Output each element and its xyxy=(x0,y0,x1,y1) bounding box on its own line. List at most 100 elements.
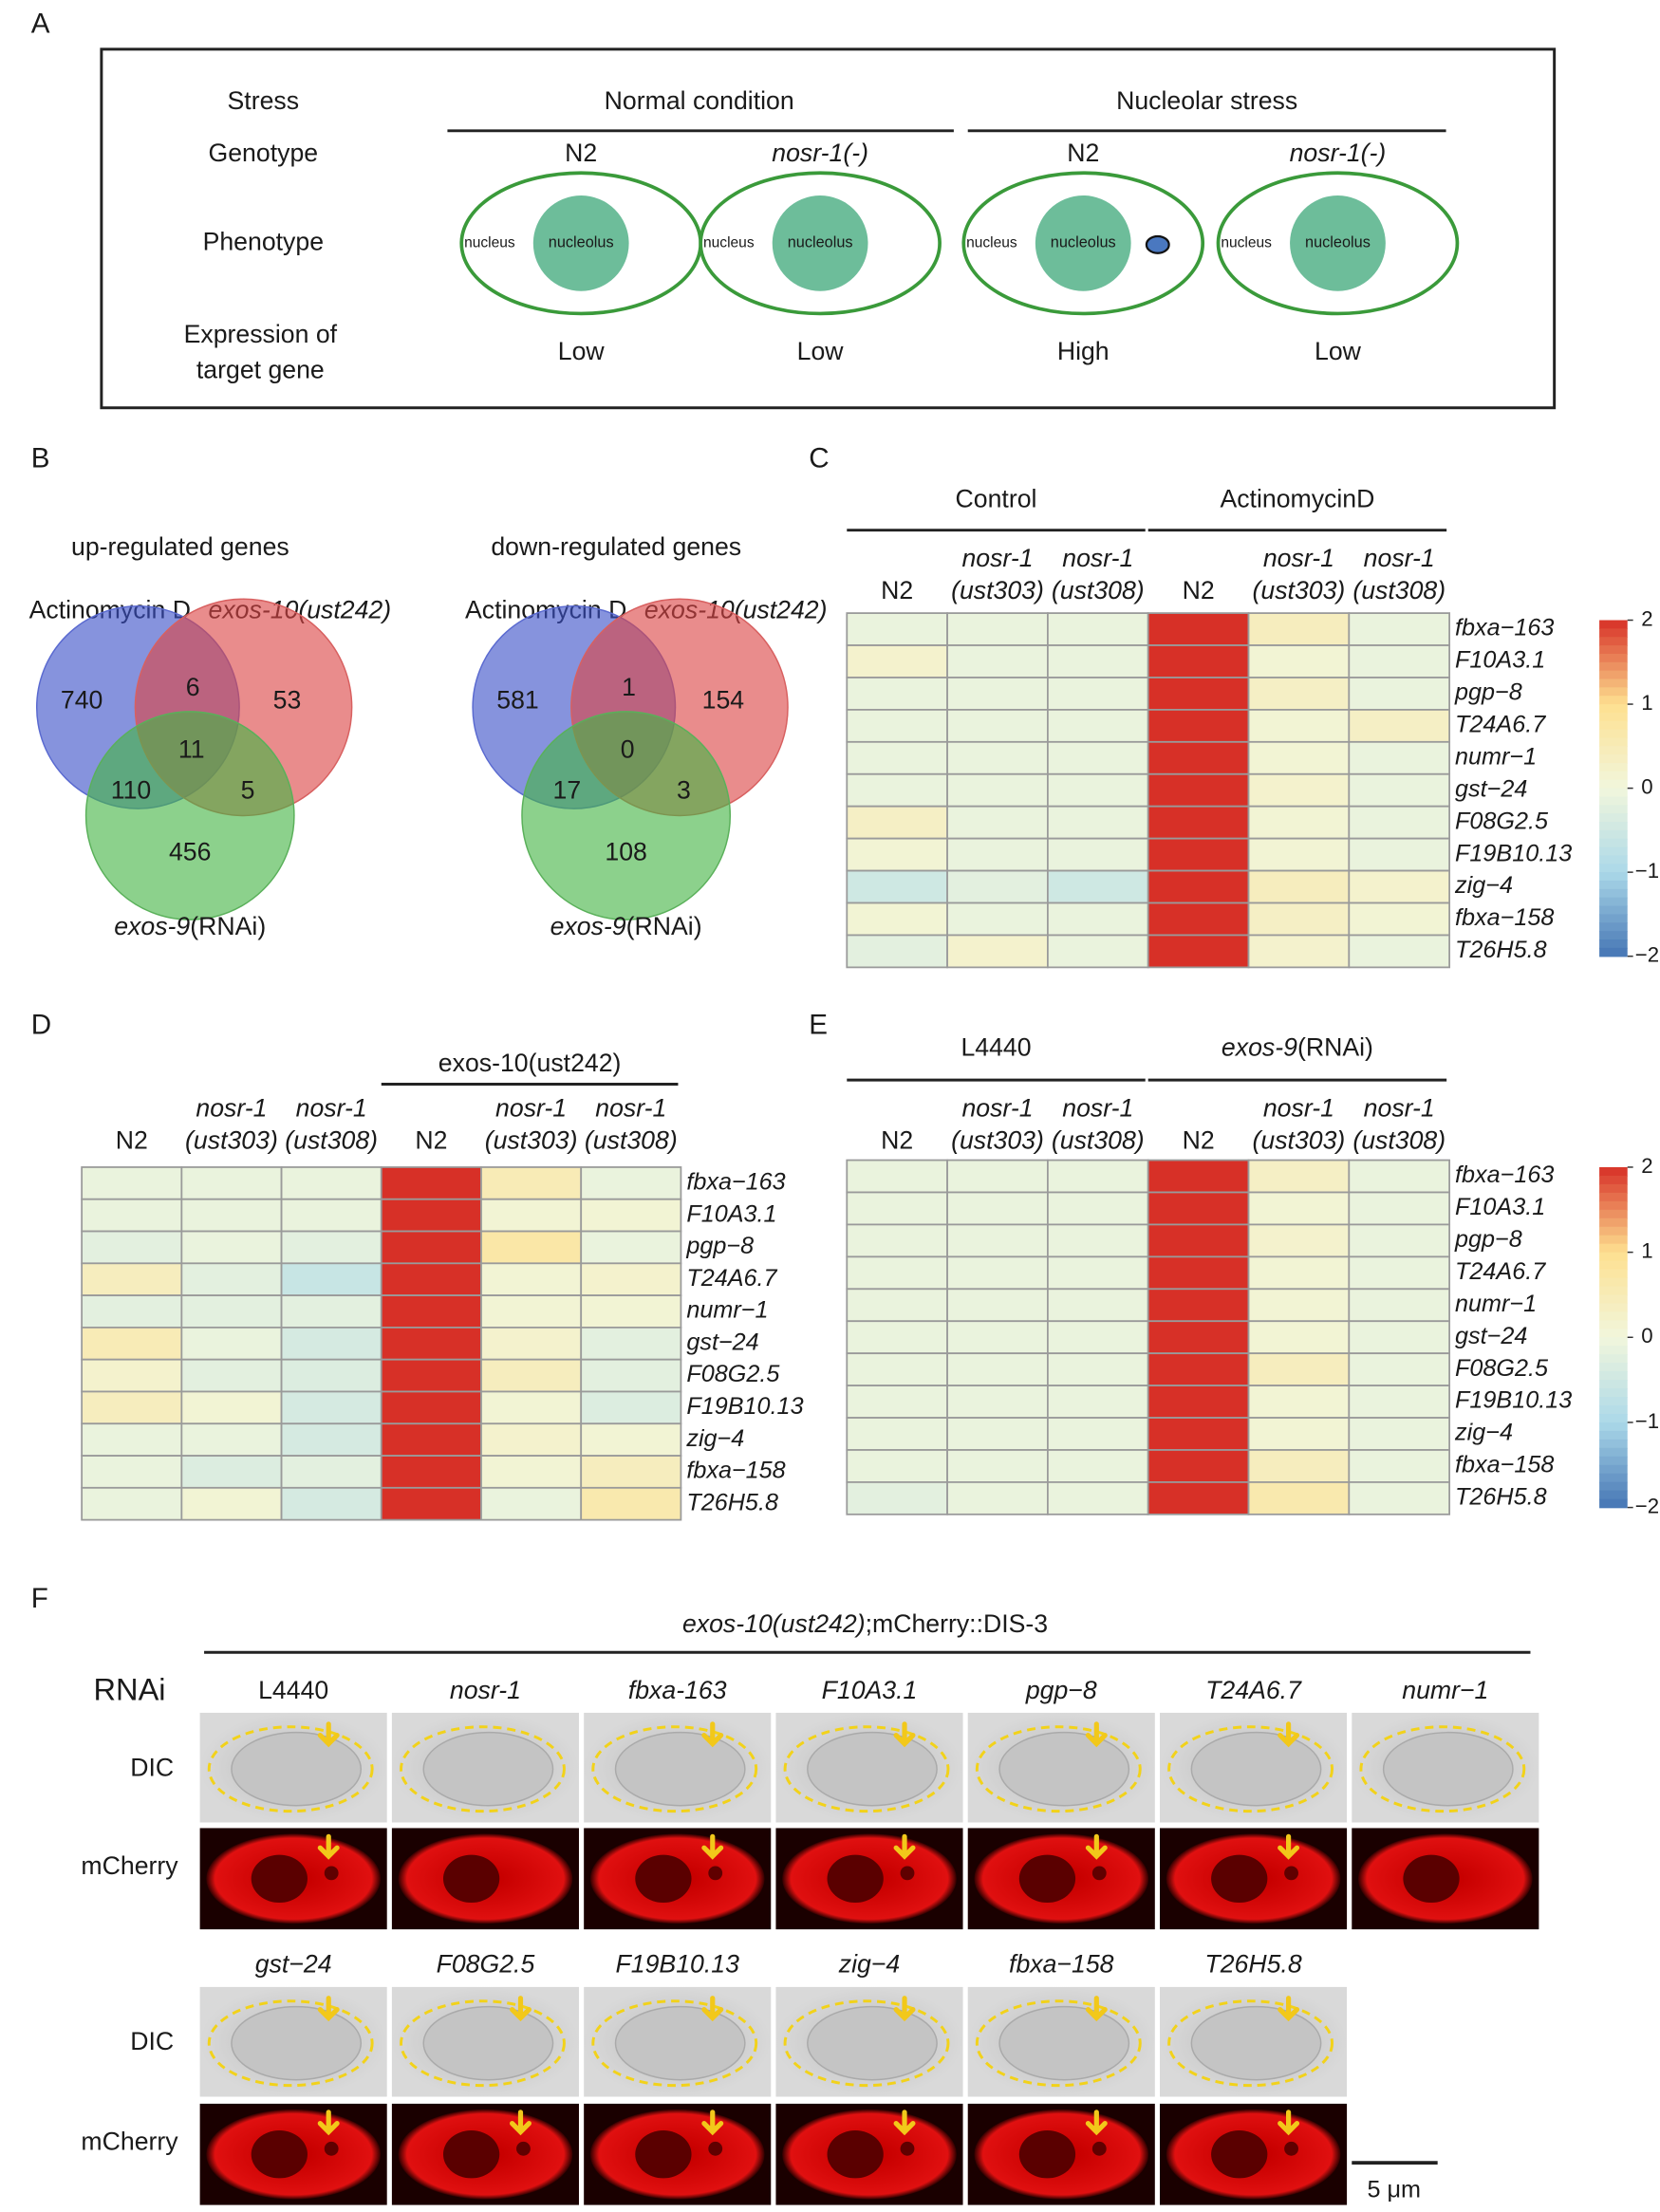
set-label-part: exos-9 xyxy=(550,912,626,940)
rnai-name: T26H5.8 xyxy=(1204,1950,1301,1979)
gene-label: fbxa−163 xyxy=(1455,1162,1554,1188)
gene-label: T24A6.7 xyxy=(1455,1258,1546,1285)
heat-cell xyxy=(1047,1191,1149,1226)
genotype: nosr-1(-) xyxy=(772,139,868,167)
nucleolus-label: nucleolus xyxy=(1051,234,1116,251)
heat-cell xyxy=(1147,1255,1250,1291)
colorbar-step xyxy=(1599,729,1628,739)
colorbar-step xyxy=(1599,1397,1628,1406)
colorbar-step xyxy=(1599,1430,1628,1441)
heat-cell xyxy=(946,837,1049,872)
arrow xyxy=(1085,2110,1108,2136)
panel-label: F xyxy=(31,1583,48,1614)
colorbar-step xyxy=(1599,922,1628,932)
dashed-outline xyxy=(1359,1725,1526,1813)
heat-cell xyxy=(946,1352,1049,1386)
heat-cell xyxy=(946,772,1049,808)
heat-cell xyxy=(946,1417,1049,1451)
heat-cell xyxy=(180,1166,283,1200)
arrow xyxy=(893,2110,916,2136)
gene-label: fbxa−163 xyxy=(1455,615,1554,641)
column-label: nosr-1 xyxy=(961,1093,1033,1122)
set-label: exos-9(RNAi) xyxy=(550,912,702,940)
heat-cell xyxy=(946,1288,1049,1323)
heat-cell xyxy=(946,1255,1049,1291)
gene-label: zig−4 xyxy=(685,1425,744,1452)
heat-cell xyxy=(1147,1223,1250,1258)
heat-cell xyxy=(1047,677,1149,711)
heat-cell xyxy=(1247,1385,1351,1419)
heat-cell xyxy=(1348,1288,1451,1323)
mcherry-nucleolus xyxy=(1018,2130,1076,2179)
body-dot xyxy=(516,2141,531,2156)
arrow xyxy=(1278,1721,1300,1748)
heat-cell xyxy=(1247,902,1351,937)
nucleus-outline xyxy=(807,2005,938,2081)
colorbar-step xyxy=(1599,1200,1628,1211)
gene-label: T24A6.7 xyxy=(1455,712,1546,738)
row-label: DIC xyxy=(130,1753,174,1781)
heat-cell xyxy=(846,612,948,646)
colorbar-step xyxy=(1599,1209,1628,1219)
panel-a-frame xyxy=(100,47,1557,410)
venn-count: 740 xyxy=(61,686,103,715)
column-label: nosr-1 xyxy=(1263,544,1334,572)
colorbar-step xyxy=(1599,1183,1628,1194)
body-dot xyxy=(1284,2141,1298,2156)
nucleolus-shape xyxy=(1290,195,1386,291)
heat-cell xyxy=(946,740,1049,775)
heat-cell xyxy=(846,1352,948,1386)
nucleolus-label: nucleolus xyxy=(1305,234,1371,251)
heat-cell xyxy=(1047,1223,1149,1258)
arrow xyxy=(510,2110,532,2136)
colorbar-step xyxy=(1599,737,1628,748)
heat-cell xyxy=(846,644,948,678)
heat-cell xyxy=(1147,709,1250,743)
gene-label: zig−4 xyxy=(1454,1420,1513,1446)
heat-cell xyxy=(1348,612,1451,646)
venn-circle xyxy=(84,711,295,920)
heat-cell xyxy=(1047,772,1149,808)
group-label: Control xyxy=(956,485,1037,513)
colorbar-step xyxy=(1599,788,1628,798)
arrow xyxy=(317,2110,340,2136)
heat-cell xyxy=(1247,709,1351,743)
nucleus-outline xyxy=(1190,1731,1322,1807)
heat-cell xyxy=(280,1198,382,1233)
arrow xyxy=(701,1833,724,1860)
arrow xyxy=(1085,1996,1108,2022)
colorbar-step xyxy=(1599,880,1628,890)
heat-cell xyxy=(1047,1449,1149,1483)
rnai-name: nosr-1 xyxy=(450,1676,521,1704)
colorbar-step xyxy=(1599,914,1628,924)
colorbar-step xyxy=(1599,805,1628,814)
column-label: (ust303) xyxy=(1253,576,1346,604)
heat-cell xyxy=(81,1327,183,1361)
arrow xyxy=(317,1996,340,2022)
colorbar-step xyxy=(1599,1456,1628,1466)
heat-cell xyxy=(1147,677,1250,711)
heat-cell xyxy=(1348,1481,1451,1515)
body-dot xyxy=(900,2141,915,2156)
heat-cell xyxy=(1147,1352,1250,1386)
venn-count: 154 xyxy=(702,686,745,715)
dashed-outline xyxy=(207,1999,374,2088)
colorbar-step xyxy=(1599,1337,1628,1347)
body-dot xyxy=(1091,1866,1107,1881)
gene-label: F08G2.5 xyxy=(1455,1355,1549,1382)
arrow xyxy=(893,1721,916,1748)
rnai-name: gst−24 xyxy=(255,1950,332,1979)
heat-cell xyxy=(1147,612,1250,646)
heat-cell xyxy=(380,1230,482,1265)
heat-cell xyxy=(280,1230,382,1265)
colorbar-step xyxy=(1599,754,1628,764)
heat-cell xyxy=(180,1230,283,1265)
colorbar-step xyxy=(1599,897,1628,907)
column-label: (ust303) xyxy=(1253,1125,1346,1154)
body-dot xyxy=(1284,1866,1298,1881)
column-label: nosr-1 xyxy=(1062,1093,1133,1122)
heat-cell xyxy=(180,1294,283,1329)
heat-cell xyxy=(1247,1223,1351,1258)
heat-cell xyxy=(946,644,1049,678)
heat-cell xyxy=(480,1390,583,1425)
